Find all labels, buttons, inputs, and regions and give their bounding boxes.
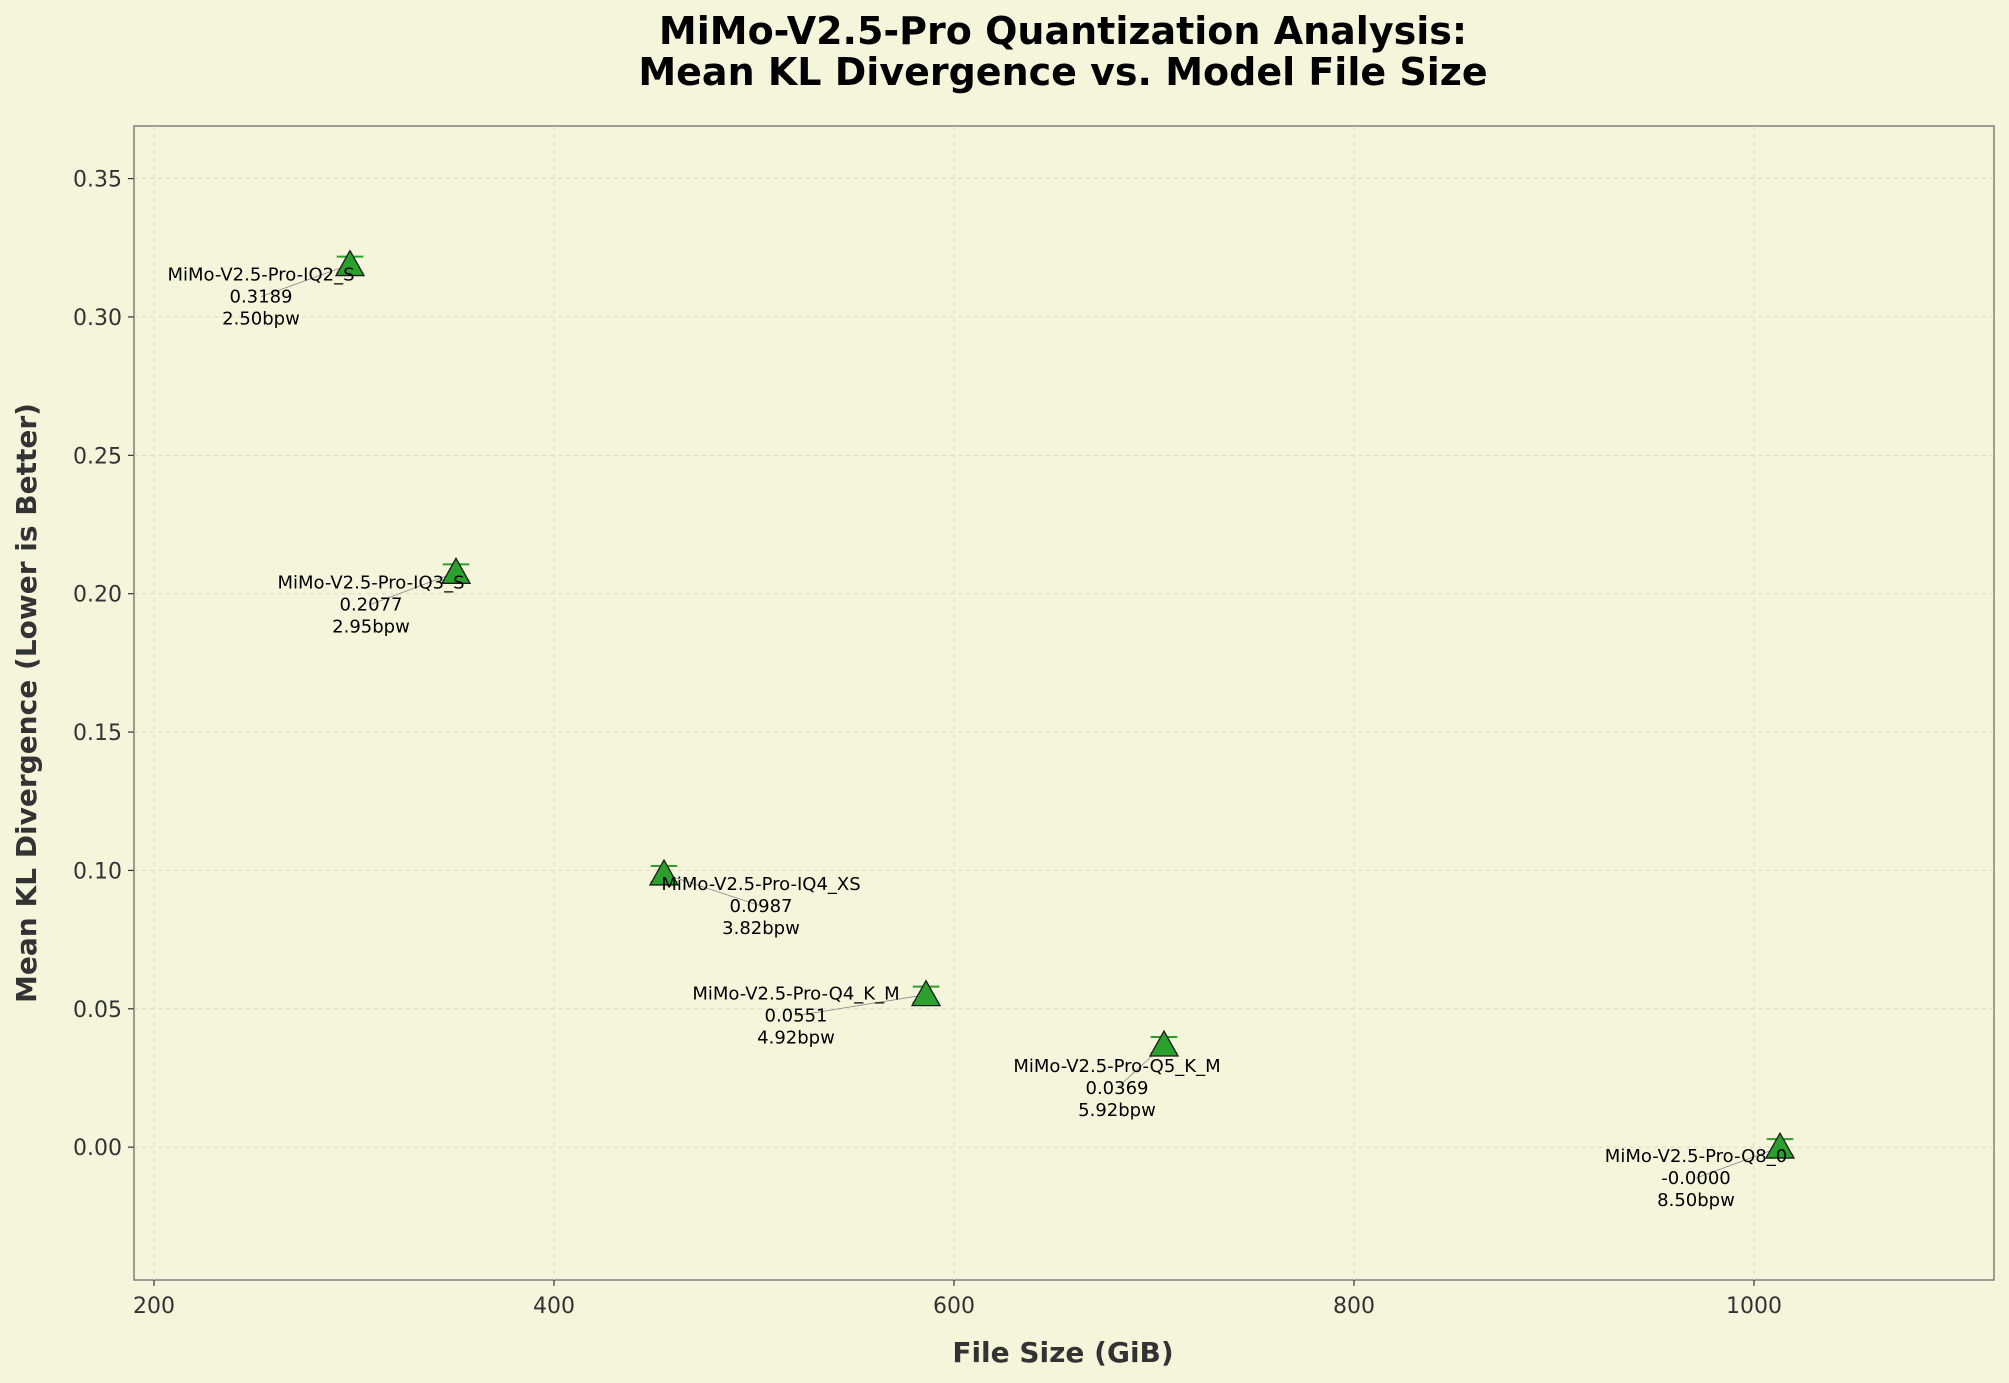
- point-label-bpw: 4.92bpw: [757, 1028, 835, 1049]
- x-axis-ticks: 200 400 600 800 1000: [133, 1280, 1782, 1319]
- y-tick-label: 0.05: [73, 998, 122, 1023]
- y-axis-ticks: 0.00 0.05 0.10 0.15 0.20 0.25 0.30 0.35: [73, 168, 134, 1161]
- point-label-name: MiMo-V2.5-Pro-IQ3_S: [277, 572, 464, 593]
- y-tick-label: 0.15: [73, 721, 122, 746]
- point-label-bpw: 5.92bpw: [1078, 1100, 1156, 1121]
- y-axis-label: Mean KL Divergence (Lower is Better): [10, 403, 43, 1003]
- point-label: MiMo-V2.5-Pro-Q5_K_M 0.0369 5.92bpw: [1013, 1056, 1220, 1121]
- grid: [134, 126, 1994, 1280]
- label-connector-line: [370, 572, 457, 605]
- x-tick-label: 400: [533, 1294, 575, 1319]
- point-label-name: MiMo-V2.5-Pro-Q8_0: [1605, 1146, 1787, 1167]
- point-label: MiMo-V2.5-Pro-IQ3_S 0.2077 2.95bpw: [277, 572, 464, 637]
- point-label-bpw: 8.50bpw: [1657, 1190, 1735, 1211]
- y-tick-label: 0.20: [73, 583, 122, 608]
- point-label-bpw: 2.95bpw: [332, 616, 410, 637]
- data-point-marker: [648, 858, 680, 886]
- chart-subtitle: Mean KL Divergence vs. Model File Size: [638, 50, 1487, 94]
- y-tick-label: 0.25: [73, 444, 122, 469]
- label-connector-line: [663, 873, 762, 907]
- point-label-value: 0.2077: [340, 594, 403, 615]
- point-label-bpw: 3.82bpw: [722, 918, 800, 939]
- x-axis-label: File Size (GiB): [952, 1336, 1173, 1369]
- y-tick-label: 0.30: [73, 306, 122, 331]
- point-label-bpw: 2.50bpw: [222, 309, 300, 330]
- point-label: MiMo-V2.5-Pro-IQ4_XS 0.0987 3.82bpw: [661, 874, 860, 939]
- y-tick-label: 0.10: [73, 859, 122, 884]
- point-label-name: MiMo-V2.5-Pro-IQ2_S: [167, 265, 354, 286]
- y-tick-label: 0.35: [73, 168, 122, 193]
- chart-title: MiMo-V2.5-Pro Quantization Analysis:: [659, 9, 1467, 53]
- x-tick-label: 600: [933, 1294, 975, 1319]
- data-point-marker: [440, 557, 472, 584]
- data-point-marker: [910, 979, 942, 1007]
- point-label-value: 0.3189: [230, 287, 293, 308]
- y-tick-label: 0.00: [73, 1136, 122, 1161]
- label-connectors: [260, 264, 1781, 1179]
- point-label-name: MiMo-V2.5-Pro-Q5_K_M: [1013, 1056, 1220, 1077]
- point-labels: MiMo-V2.5-Pro-IQ2_S 0.3189 2.50bpwMiMo-V2.…: [167, 265, 1787, 1212]
- point-label-name: MiMo-V2.5-Pro-IQ4_XS: [661, 874, 860, 895]
- point-label-value: 0.0987: [730, 896, 793, 917]
- x-tick-label: 1000: [1726, 1294, 1782, 1319]
- data-point-marker: [334, 249, 366, 277]
- point-label: MiMo-V2.5-Pro-Q4_K_M 0.0551 4.92bpw: [692, 984, 899, 1049]
- label-connector-line: [1695, 1146, 1781, 1179]
- point-label-value: -0.0000: [1661, 1168, 1730, 1189]
- point-label-value: 0.0551: [765, 1006, 828, 1027]
- x-tick-label: 200: [133, 1294, 175, 1319]
- x-tick-label: 800: [1333, 1294, 1375, 1319]
- plot-area: [133, 125, 1995, 1281]
- point-label-name: MiMo-V2.5-Pro-Q4_K_M: [692, 984, 899, 1005]
- label-connector-line: [795, 994, 927, 1017]
- point-label-value: 0.0369: [1086, 1078, 1149, 1099]
- point-label: MiMo-V2.5-Pro-IQ2_S 0.3189 2.50bpw: [167, 265, 354, 330]
- data-point-marker: [1148, 1029, 1180, 1057]
- data-point-marker: [1764, 1131, 1796, 1159]
- label-connector-line: [260, 264, 351, 298]
- point-label: MiMo-V2.5-Pro-Q8_0 -0.0000 8.50bpw: [1605, 1146, 1787, 1211]
- data-points: [334, 249, 1796, 1159]
